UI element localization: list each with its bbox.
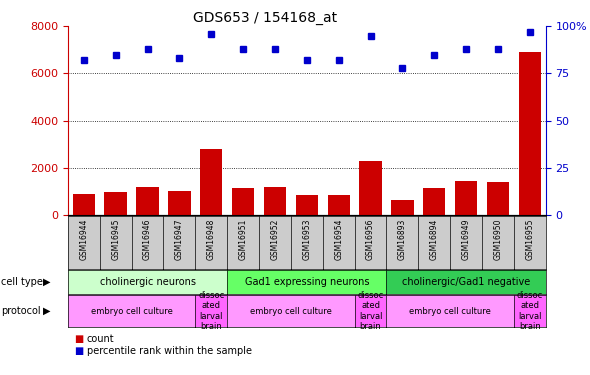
Text: ■: ■ bbox=[74, 334, 83, 344]
Text: GSM16951: GSM16951 bbox=[238, 219, 248, 260]
Bar bbox=[168, 191, 191, 215]
Text: count: count bbox=[87, 334, 114, 344]
Text: GSM16946: GSM16946 bbox=[143, 219, 152, 260]
Text: percentile rank within the sample: percentile rank within the sample bbox=[87, 346, 252, 355]
Text: GSM16948: GSM16948 bbox=[206, 219, 216, 260]
Text: protocol: protocol bbox=[1, 306, 41, 316]
Text: GSM16893: GSM16893 bbox=[398, 219, 407, 260]
Text: cell type: cell type bbox=[1, 277, 43, 287]
Bar bbox=[104, 192, 127, 215]
Text: GSM16949: GSM16949 bbox=[461, 219, 471, 260]
Text: dissoc
ated
larval
brain: dissoc ated larval brain bbox=[198, 291, 224, 331]
Text: ▶: ▶ bbox=[43, 306, 51, 316]
Text: GSM16955: GSM16955 bbox=[525, 219, 535, 260]
Bar bbox=[232, 188, 254, 215]
Bar bbox=[359, 160, 382, 215]
Bar bbox=[487, 182, 509, 215]
Text: cholinergic neurons: cholinergic neurons bbox=[100, 277, 195, 287]
Text: embryo cell culture: embryo cell culture bbox=[409, 307, 491, 316]
Text: Gad1 expressing neurons: Gad1 expressing neurons bbox=[244, 277, 369, 287]
Text: embryo cell culture: embryo cell culture bbox=[250, 307, 332, 316]
Bar bbox=[264, 187, 286, 215]
Text: GSM16950: GSM16950 bbox=[493, 219, 503, 260]
Text: dissoc
ated
larval
brain: dissoc ated larval brain bbox=[358, 291, 384, 331]
Text: GSM16945: GSM16945 bbox=[111, 219, 120, 260]
Text: ■: ■ bbox=[74, 346, 83, 355]
Text: ▶: ▶ bbox=[43, 277, 51, 287]
Text: GSM16947: GSM16947 bbox=[175, 219, 184, 260]
Text: dissoc
ated
larval
brain: dissoc ated larval brain bbox=[517, 291, 543, 331]
Text: GSM16954: GSM16954 bbox=[334, 219, 343, 260]
Bar bbox=[519, 52, 541, 215]
Bar bbox=[327, 195, 350, 215]
Text: GSM16894: GSM16894 bbox=[430, 219, 439, 260]
Bar bbox=[200, 149, 222, 215]
Text: GSM16944: GSM16944 bbox=[79, 219, 88, 260]
Text: GSM16956: GSM16956 bbox=[366, 219, 375, 260]
Bar bbox=[73, 194, 95, 215]
Text: GSM16952: GSM16952 bbox=[270, 219, 280, 260]
Bar bbox=[296, 195, 318, 215]
Bar bbox=[455, 181, 477, 215]
Bar bbox=[136, 187, 159, 215]
Text: GDS653 / 154168_at: GDS653 / 154168_at bbox=[194, 11, 337, 25]
Bar bbox=[391, 200, 414, 215]
Text: GSM16953: GSM16953 bbox=[302, 219, 312, 260]
Text: cholinergic/Gad1 negative: cholinergic/Gad1 negative bbox=[402, 277, 530, 287]
Bar bbox=[423, 188, 445, 215]
Text: embryo cell culture: embryo cell culture bbox=[91, 307, 172, 316]
